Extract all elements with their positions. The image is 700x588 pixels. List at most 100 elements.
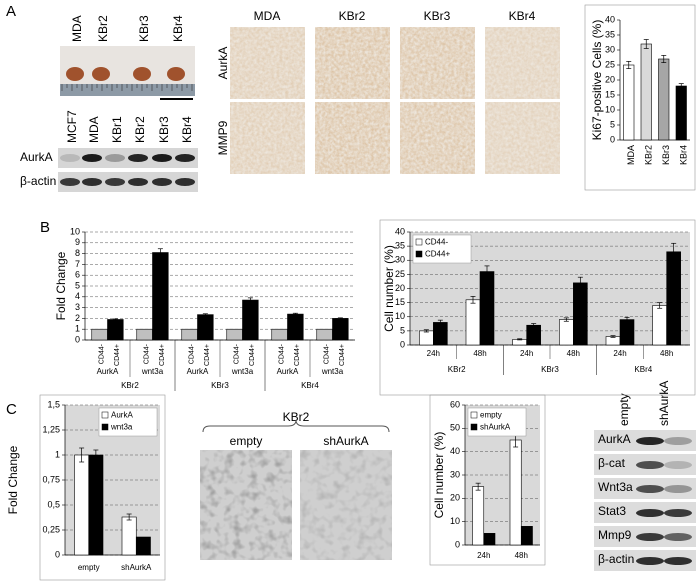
bar [433, 322, 448, 346]
y-tick-label: 0,75 [42, 474, 60, 484]
lane-label: MCF7 [65, 110, 79, 143]
x-tick-label: AurkA [97, 367, 119, 376]
x-tick-label: wnt3a [141, 367, 164, 376]
bar-label: CD44- [278, 343, 285, 364]
blot-band [664, 437, 692, 445]
blot-band [175, 178, 195, 186]
blot-band [664, 557, 692, 565]
image-column-label: empty [230, 434, 263, 448]
y-tick-label: 0,5 [47, 499, 60, 509]
bar [573, 282, 588, 346]
y-tick-label: 30 [395, 255, 405, 265]
blot-row-label: Mmp9 [598, 528, 632, 542]
y-tick-label: 20 [450, 493, 460, 503]
tumor-label: KBr2 [96, 15, 110, 42]
bar [479, 271, 495, 346]
y-tick-label: 10 [395, 311, 405, 321]
lane-label: empty [617, 393, 631, 426]
blot-row-label: β-actin [598, 552, 634, 566]
bar [559, 319, 574, 346]
lane-label: MDA [87, 116, 101, 143]
blot-band [152, 178, 172, 186]
y-tick-label: 1 [55, 449, 60, 459]
y-axis-label: Cell number (%) [382, 245, 396, 332]
blot-band [105, 154, 125, 162]
tumor [92, 67, 110, 81]
y-tick-label: 35 [395, 241, 405, 251]
blot-band [636, 557, 664, 565]
y-tick-label: 0 [400, 339, 405, 349]
ihc-column-label: KBr2 [339, 9, 366, 23]
layer: A B C MDA KBr2 KBr3 KBr4 MCF7 MDA KBr1 KBr2 KBr3 KBr… [6, 3, 696, 581]
y-tick-label: 15 [605, 89, 615, 99]
bar [619, 319, 635, 346]
y-tick-label: 7 [75, 259, 80, 269]
y-axis-label: Fold Change [6, 445, 20, 514]
y-tick-label: 35 [605, 29, 615, 39]
legend-swatch [415, 238, 423, 246]
ihc-image [485, 102, 560, 174]
blot-band [82, 178, 102, 186]
y-tick-label: 20 [395, 283, 405, 293]
x-tick-label: KBr3 [661, 145, 671, 165]
bar-label: CD44- [143, 343, 150, 364]
error-bar [657, 302, 663, 309]
y-tick-label: 6 [75, 270, 80, 280]
legend-box [98, 407, 158, 437]
legend-label: CD44+ [425, 250, 450, 259]
x-tick-label: wnt3a [231, 367, 254, 376]
ihc-row-label: MMP9 [216, 120, 230, 155]
x-tick-label: 24h [477, 551, 490, 560]
y-tick-label: 40 [395, 226, 405, 236]
bar [623, 64, 635, 141]
ihc-image [315, 27, 390, 99]
y-tick-label: 25 [605, 59, 615, 69]
bar [74, 454, 90, 556]
error-bar [661, 55, 667, 63]
y-tick-label: 10 [70, 226, 80, 236]
error-bar [475, 482, 481, 491]
tumor [167, 67, 185, 81]
lane-label: KBr1 [110, 116, 124, 143]
y-tick-label: 4 [75, 291, 80, 301]
bar [91, 328, 108, 341]
x-tick-label: 24h [613, 349, 626, 358]
error-bar [626, 61, 632, 69]
y-tick-label: 15 [395, 297, 405, 307]
bar [135, 536, 151, 556]
ihc-image [400, 102, 475, 174]
legend-swatch [101, 423, 109, 431]
bar [136, 328, 153, 341]
error-bar [423, 329, 429, 333]
y-tick-label: 40 [450, 446, 460, 456]
y-tick-label: 3 [75, 302, 80, 312]
blot-band [175, 154, 195, 162]
y-tick-label: 1,5 [47, 399, 60, 409]
y-tick-label: 5 [75, 280, 80, 290]
error-bar [531, 323, 537, 328]
tumor [133, 67, 151, 81]
blot-band [636, 533, 664, 541]
legend-swatch [101, 411, 109, 419]
blot-band [664, 461, 692, 469]
bar [152, 252, 169, 341]
group-label: KBr2 [121, 381, 139, 390]
bar [640, 43, 652, 141]
x-tick-label: MDA [626, 145, 636, 165]
error-bar [126, 513, 132, 521]
legend-label: empty [480, 411, 502, 420]
x-tick-label: wnt3a [321, 367, 344, 376]
image-column-label: shAurkA [323, 434, 368, 448]
lane-label: KBr3 [157, 116, 171, 143]
tumor-label: KBr4 [171, 15, 185, 42]
blot-row-label: β-actin [20, 174, 56, 188]
bar-label: CD44+ [294, 344, 301, 366]
y-tick-label: 60 [450, 399, 460, 409]
ihc-image [230, 27, 305, 99]
y-axis-label: Ki67-positive Cells (%) [590, 20, 604, 141]
y-tick-label: 10 [450, 516, 460, 526]
tumor-label: MDA [70, 15, 84, 42]
bar [226, 328, 243, 341]
bar [332, 318, 349, 341]
y-tick-label: 5 [400, 325, 405, 335]
